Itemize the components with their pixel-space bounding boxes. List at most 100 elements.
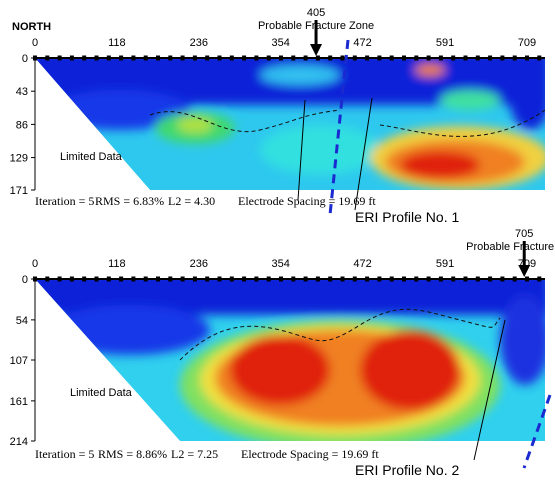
orientation: NORTH <box>12 21 51 33</box>
electrode <box>242 276 247 282</box>
electrode <box>229 55 234 61</box>
electrode <box>475 55 480 61</box>
electrode <box>451 55 456 61</box>
limited-area <box>35 58 150 190</box>
electrode <box>106 55 111 61</box>
x-tick-label: 0 <box>32 258 38 270</box>
marker-value: 405 <box>307 7 325 19</box>
electrode <box>512 55 517 61</box>
electrode <box>131 55 136 61</box>
electrode <box>328 276 333 282</box>
electrode <box>512 276 517 282</box>
electrode <box>525 55 529 61</box>
electrode <box>488 55 493 61</box>
electrode <box>389 276 394 282</box>
electrode <box>242 55 247 61</box>
electrode <box>143 276 148 282</box>
y-tick-label: 107 <box>10 355 28 367</box>
electrode <box>315 55 320 61</box>
electrode <box>291 55 296 61</box>
y-tick-label: 129 <box>10 153 28 165</box>
electrode <box>438 276 443 282</box>
stat: Iteration = 5 <box>35 447 94 461</box>
stat: Iteration = 5 <box>35 194 94 208</box>
limited-area <box>35 279 180 441</box>
electrode <box>266 276 271 282</box>
electrode <box>94 276 99 282</box>
electrode <box>82 276 87 282</box>
electrode <box>45 276 50 282</box>
profile-title: ERI Profile No. 2 <box>355 462 459 478</box>
electrode <box>377 55 382 61</box>
electrode <box>217 276 222 282</box>
marker-head <box>518 265 531 277</box>
electrode <box>57 55 62 61</box>
electrode <box>119 276 124 282</box>
electrode <box>168 276 173 282</box>
electrode <box>229 276 234 282</box>
x-tick-label: 354 <box>271 258 289 270</box>
electrode <box>205 55 210 61</box>
y-tick-label: 171 <box>10 185 28 197</box>
electrode <box>180 55 185 61</box>
electrode <box>352 276 357 282</box>
electrode <box>365 276 370 282</box>
electrode <box>365 55 370 61</box>
stat: Electrode Spacing = 19.69 ft <box>241 447 379 461</box>
electrode <box>45 55 50 61</box>
y-tick-label: 214 <box>10 436 28 448</box>
y-tick-label: 0 <box>22 53 28 65</box>
electrode <box>69 55 74 61</box>
electrode <box>266 55 271 61</box>
electrode <box>82 55 87 61</box>
y-tick-label: 0 <box>22 274 28 286</box>
electrode <box>389 55 394 61</box>
y-tick-label: 54 <box>16 315 28 327</box>
electrode <box>377 276 382 282</box>
y-tick-label: 161 <box>10 396 28 408</box>
y-tick-label: 86 <box>16 119 28 131</box>
x-tick-label: 118 <box>108 258 126 270</box>
limited-label: Limited Data <box>70 387 133 399</box>
electrode <box>525 276 529 282</box>
electrode <box>217 55 222 61</box>
electrode <box>537 276 542 282</box>
y-tick-label: 43 <box>16 86 28 98</box>
electrode <box>106 276 111 282</box>
electrode <box>426 276 431 282</box>
electrode <box>192 276 197 282</box>
electrode <box>69 276 74 282</box>
x-tick-label: 591 <box>436 258 454 270</box>
electrode <box>254 55 259 61</box>
electrode <box>463 55 468 61</box>
x-tick-label: 709 <box>518 37 536 49</box>
electrode <box>156 55 160 61</box>
electrode <box>205 276 210 282</box>
electrode <box>303 276 308 282</box>
profile-title: ERI Profile No. 1 <box>355 209 459 225</box>
x-tick-label: 236 <box>190 37 208 49</box>
x-tick-label: 118 <box>108 37 126 49</box>
electrode <box>131 276 136 282</box>
marker-head <box>310 44 323 56</box>
electrode <box>463 276 468 282</box>
electrode <box>119 55 124 61</box>
electrode <box>340 55 345 61</box>
electrode <box>500 55 505 61</box>
x-tick-label: 472 <box>353 37 371 49</box>
electrode <box>414 276 419 282</box>
stat: L2 = 4.30 <box>168 194 215 208</box>
electrode <box>488 276 493 282</box>
electrode <box>352 55 357 61</box>
electrode <box>475 276 480 282</box>
electrode <box>402 276 406 282</box>
electrode <box>340 276 345 282</box>
marker-label: Probable Fracture Zone <box>466 241 555 253</box>
electrode <box>414 55 419 61</box>
electrode <box>254 276 259 282</box>
electrode <box>426 55 431 61</box>
electrode <box>192 55 197 61</box>
electrode <box>94 55 99 61</box>
electrode <box>500 276 505 282</box>
